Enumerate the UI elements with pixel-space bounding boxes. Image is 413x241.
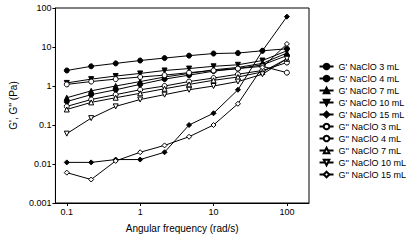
svg-text:G'' NaClO 7 mL: G'' NaClO 7 mL [339, 146, 401, 156]
svg-text:1: 1 [46, 81, 51, 91]
svg-text:100: 100 [279, 207, 294, 217]
svg-text:G' NaClO 4 mL: G' NaClO 4 mL [339, 74, 400, 84]
svg-text:G' NaClO 7 mL: G' NaClO 7 mL [339, 86, 400, 96]
svg-text:G' NaClO 10 mL: G' NaClO 10 mL [339, 98, 405, 108]
svg-text:G' NaClO 3 mL: G' NaClO 3 mL [339, 62, 400, 72]
svg-text:0.1: 0.1 [61, 207, 74, 217]
svg-text:100: 100 [36, 3, 51, 13]
svg-text:Angular frequency (rad/s): Angular frequency (rad/s) [126, 223, 239, 234]
svg-text:10: 10 [41, 42, 51, 52]
svg-text:10: 10 [209, 207, 219, 217]
svg-text:0.001: 0.001 [29, 198, 52, 208]
svg-text:G'' NaClO 10 mL: G'' NaClO 10 mL [339, 158, 406, 168]
svg-text:G'' NaClO 4 mL: G'' NaClO 4 mL [339, 134, 401, 144]
svg-text:G'' NaClO 3 mL: G'' NaClO 3 mL [339, 122, 401, 132]
svg-text:G', G'' (Pa): G', G'' (Pa) [8, 81, 19, 130]
svg-text:G' NaClO 15 mL: G' NaClO 15 mL [339, 110, 405, 120]
svg-text:G'' NaClO 15 mL: G'' NaClO 15 mL [339, 170, 406, 180]
svg-text:0.01: 0.01 [34, 159, 52, 169]
svg-text:0.1: 0.1 [39, 120, 52, 130]
svg-text:1: 1 [138, 207, 143, 217]
